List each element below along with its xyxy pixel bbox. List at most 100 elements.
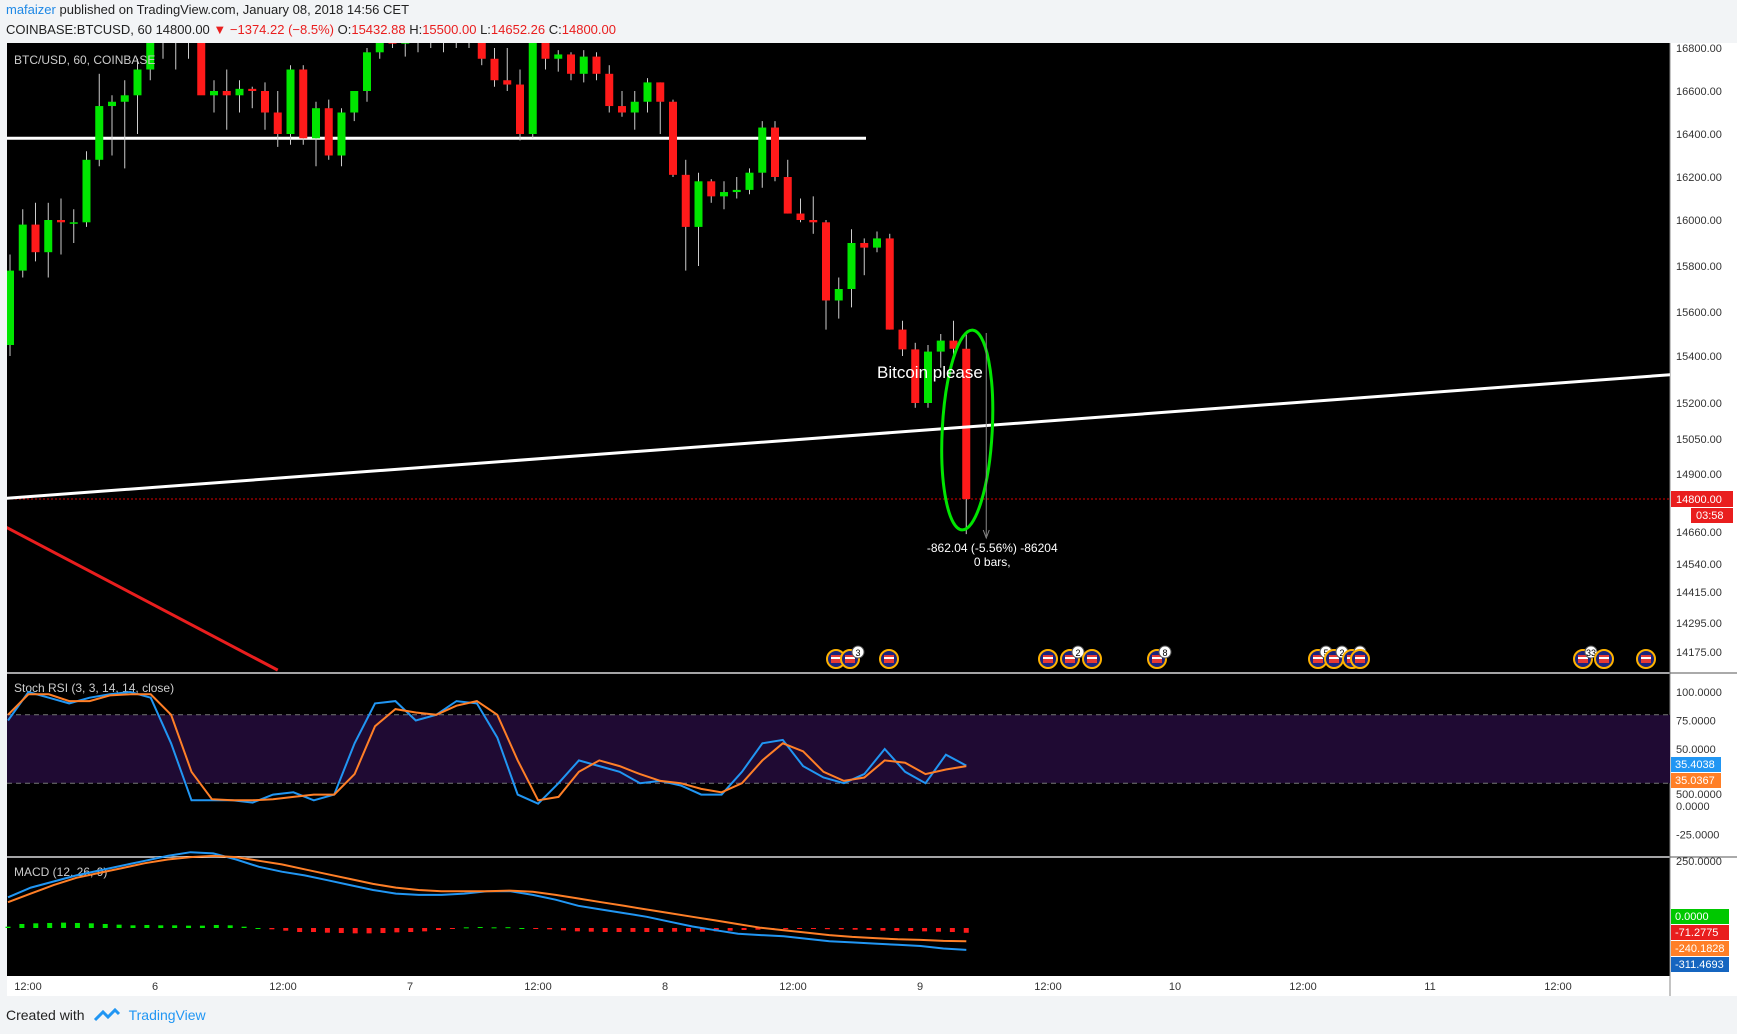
macd-histogram-bar — [935, 928, 941, 932]
macd-histogram-bar — [908, 928, 914, 932]
macd-histogram-bar — [880, 928, 886, 931]
publish-header: mafaizer published on TradingView.com, J… — [6, 2, 409, 20]
macd-histogram-bar — [186, 925, 192, 928]
flag-stripes-icon — [1641, 657, 1651, 659]
last-price-badge-label: 14800.00 — [1676, 494, 1722, 506]
macd-histogram-bar — [255, 928, 261, 929]
candle-body — [618, 106, 626, 113]
macd-histogram-bar — [199, 925, 205, 928]
candle-body — [669, 101, 677, 175]
candle-body — [554, 54, 563, 59]
time-tick-label: 10 — [1169, 981, 1181, 993]
stoch-tick-label: -25.0000 — [1676, 830, 1719, 842]
macd-histogram-bar — [172, 925, 178, 928]
candle-body — [440, 22, 448, 26]
candle-body — [885, 238, 894, 330]
candle-body — [69, 222, 78, 224]
price-tick-label: 15200.00 — [1676, 398, 1722, 410]
candle-body — [7, 270, 14, 345]
macd-histogram-bar — [380, 928, 386, 934]
candle-body — [732, 189, 741, 193]
candle-body — [414, 31, 422, 37]
macd-histogram-bar — [144, 924, 150, 928]
price-tick-label: 16400.00 — [1676, 129, 1722, 141]
candle-body — [427, 27, 435, 38]
countdown-badge — [1691, 508, 1733, 523]
candle-body — [350, 91, 359, 113]
macd-pane — [7, 858, 1670, 976]
time-tick-label: 12:00 — [14, 981, 42, 993]
candle-body — [273, 112, 282, 134]
candle-body — [822, 222, 830, 301]
macd-histogram-bar — [852, 928, 858, 930]
high-value: 15500.00 — [422, 22, 477, 37]
macd-signal-line — [7, 854, 967, 943]
candle-body — [210, 91, 218, 96]
low-label: L: — [480, 22, 491, 37]
macd-histogram-bar — [338, 928, 344, 934]
tradingview-link[interactable]: TradingView — [128, 1007, 206, 1023]
measure-label: -862.04 (-5.56%) -86204 — [927, 541, 1058, 555]
price-tick-label: 14540.00 — [1676, 559, 1722, 571]
flag-stripes-icon — [1578, 657, 1588, 659]
flag-stripes-icon — [1065, 657, 1075, 659]
candle-body — [465, 22, 473, 26]
macd-histogram-bar — [449, 928, 455, 929]
macd-histogram-bar — [741, 928, 747, 931]
candle-body — [834, 289, 843, 301]
macd-histogram-bar — [685, 928, 691, 932]
macd-histogram-bar — [602, 928, 608, 933]
candle-body — [924, 351, 932, 403]
macd-histogram-bar — [658, 928, 664, 933]
macd-histogram-bar — [227, 925, 233, 928]
flag-stripes-icon — [884, 657, 894, 659]
candle-body — [286, 69, 295, 134]
candle-body — [949, 340, 958, 349]
open-value: 15432.88 — [351, 22, 406, 37]
candle-body — [847, 243, 856, 289]
stoch-k-badge — [1671, 757, 1721, 772]
macd-histogram-bar — [519, 928, 525, 929]
macd-histogram-bar — [116, 924, 122, 928]
countdown-label: 03:58 — [1696, 510, 1724, 522]
time-tick-label: 6 — [152, 981, 158, 993]
candle-body — [898, 329, 907, 350]
macd-signal-badge — [1671, 941, 1729, 956]
stoch-d-badge-label: 35.0367 — [1675, 775, 1715, 787]
candle-body — [31, 224, 40, 253]
macd-histogram-bar — [33, 923, 39, 928]
candle-body — [82, 159, 91, 223]
low-value: 14652.26 — [490, 22, 546, 37]
flag-stripes-icon — [1043, 657, 1053, 659]
macd-histogram-bar — [783, 928, 789, 930]
candle-body — [541, 43, 550, 59]
macd-tick-label: 500.0000 — [1676, 789, 1722, 801]
candle-body — [375, 43, 384, 53]
flag-stripes-icon — [1599, 657, 1609, 659]
price-tick-label: 14900.00 — [1676, 469, 1722, 481]
candle-body — [197, 43, 206, 96]
high-label: H: — [409, 22, 423, 37]
candle-body — [783, 177, 792, 214]
price-tick-label: 14295.00 — [1676, 618, 1722, 630]
time-tick-label: 12:00 — [524, 981, 552, 993]
time-tick-label: 12:00 — [269, 981, 297, 993]
macd-histogram-bar — [491, 927, 497, 929]
candle-body — [860, 243, 869, 248]
macd-histogram-bar — [61, 922, 67, 928]
price-pane-title: BTC/USD, 60, COINBASE — [14, 53, 155, 67]
time-tick-label: 8 — [662, 981, 668, 993]
macd-histogram-bar — [547, 928, 553, 930]
macd-histogram-bar — [436, 928, 442, 931]
macd-tick-label: 250.0000 — [1676, 856, 1722, 868]
candle-body — [261, 91, 269, 113]
candle-body — [643, 82, 652, 102]
candle-body — [758, 127, 767, 173]
candle-body — [503, 80, 512, 85]
footer: Created with TradingView — [6, 1007, 206, 1023]
macd-histogram-bar — [755, 928, 761, 930]
price-pane — [7, 43, 1670, 672]
event-count-label: 8 — [1162, 648, 1167, 658]
author-link[interactable]: mafaizer — [6, 2, 56, 17]
